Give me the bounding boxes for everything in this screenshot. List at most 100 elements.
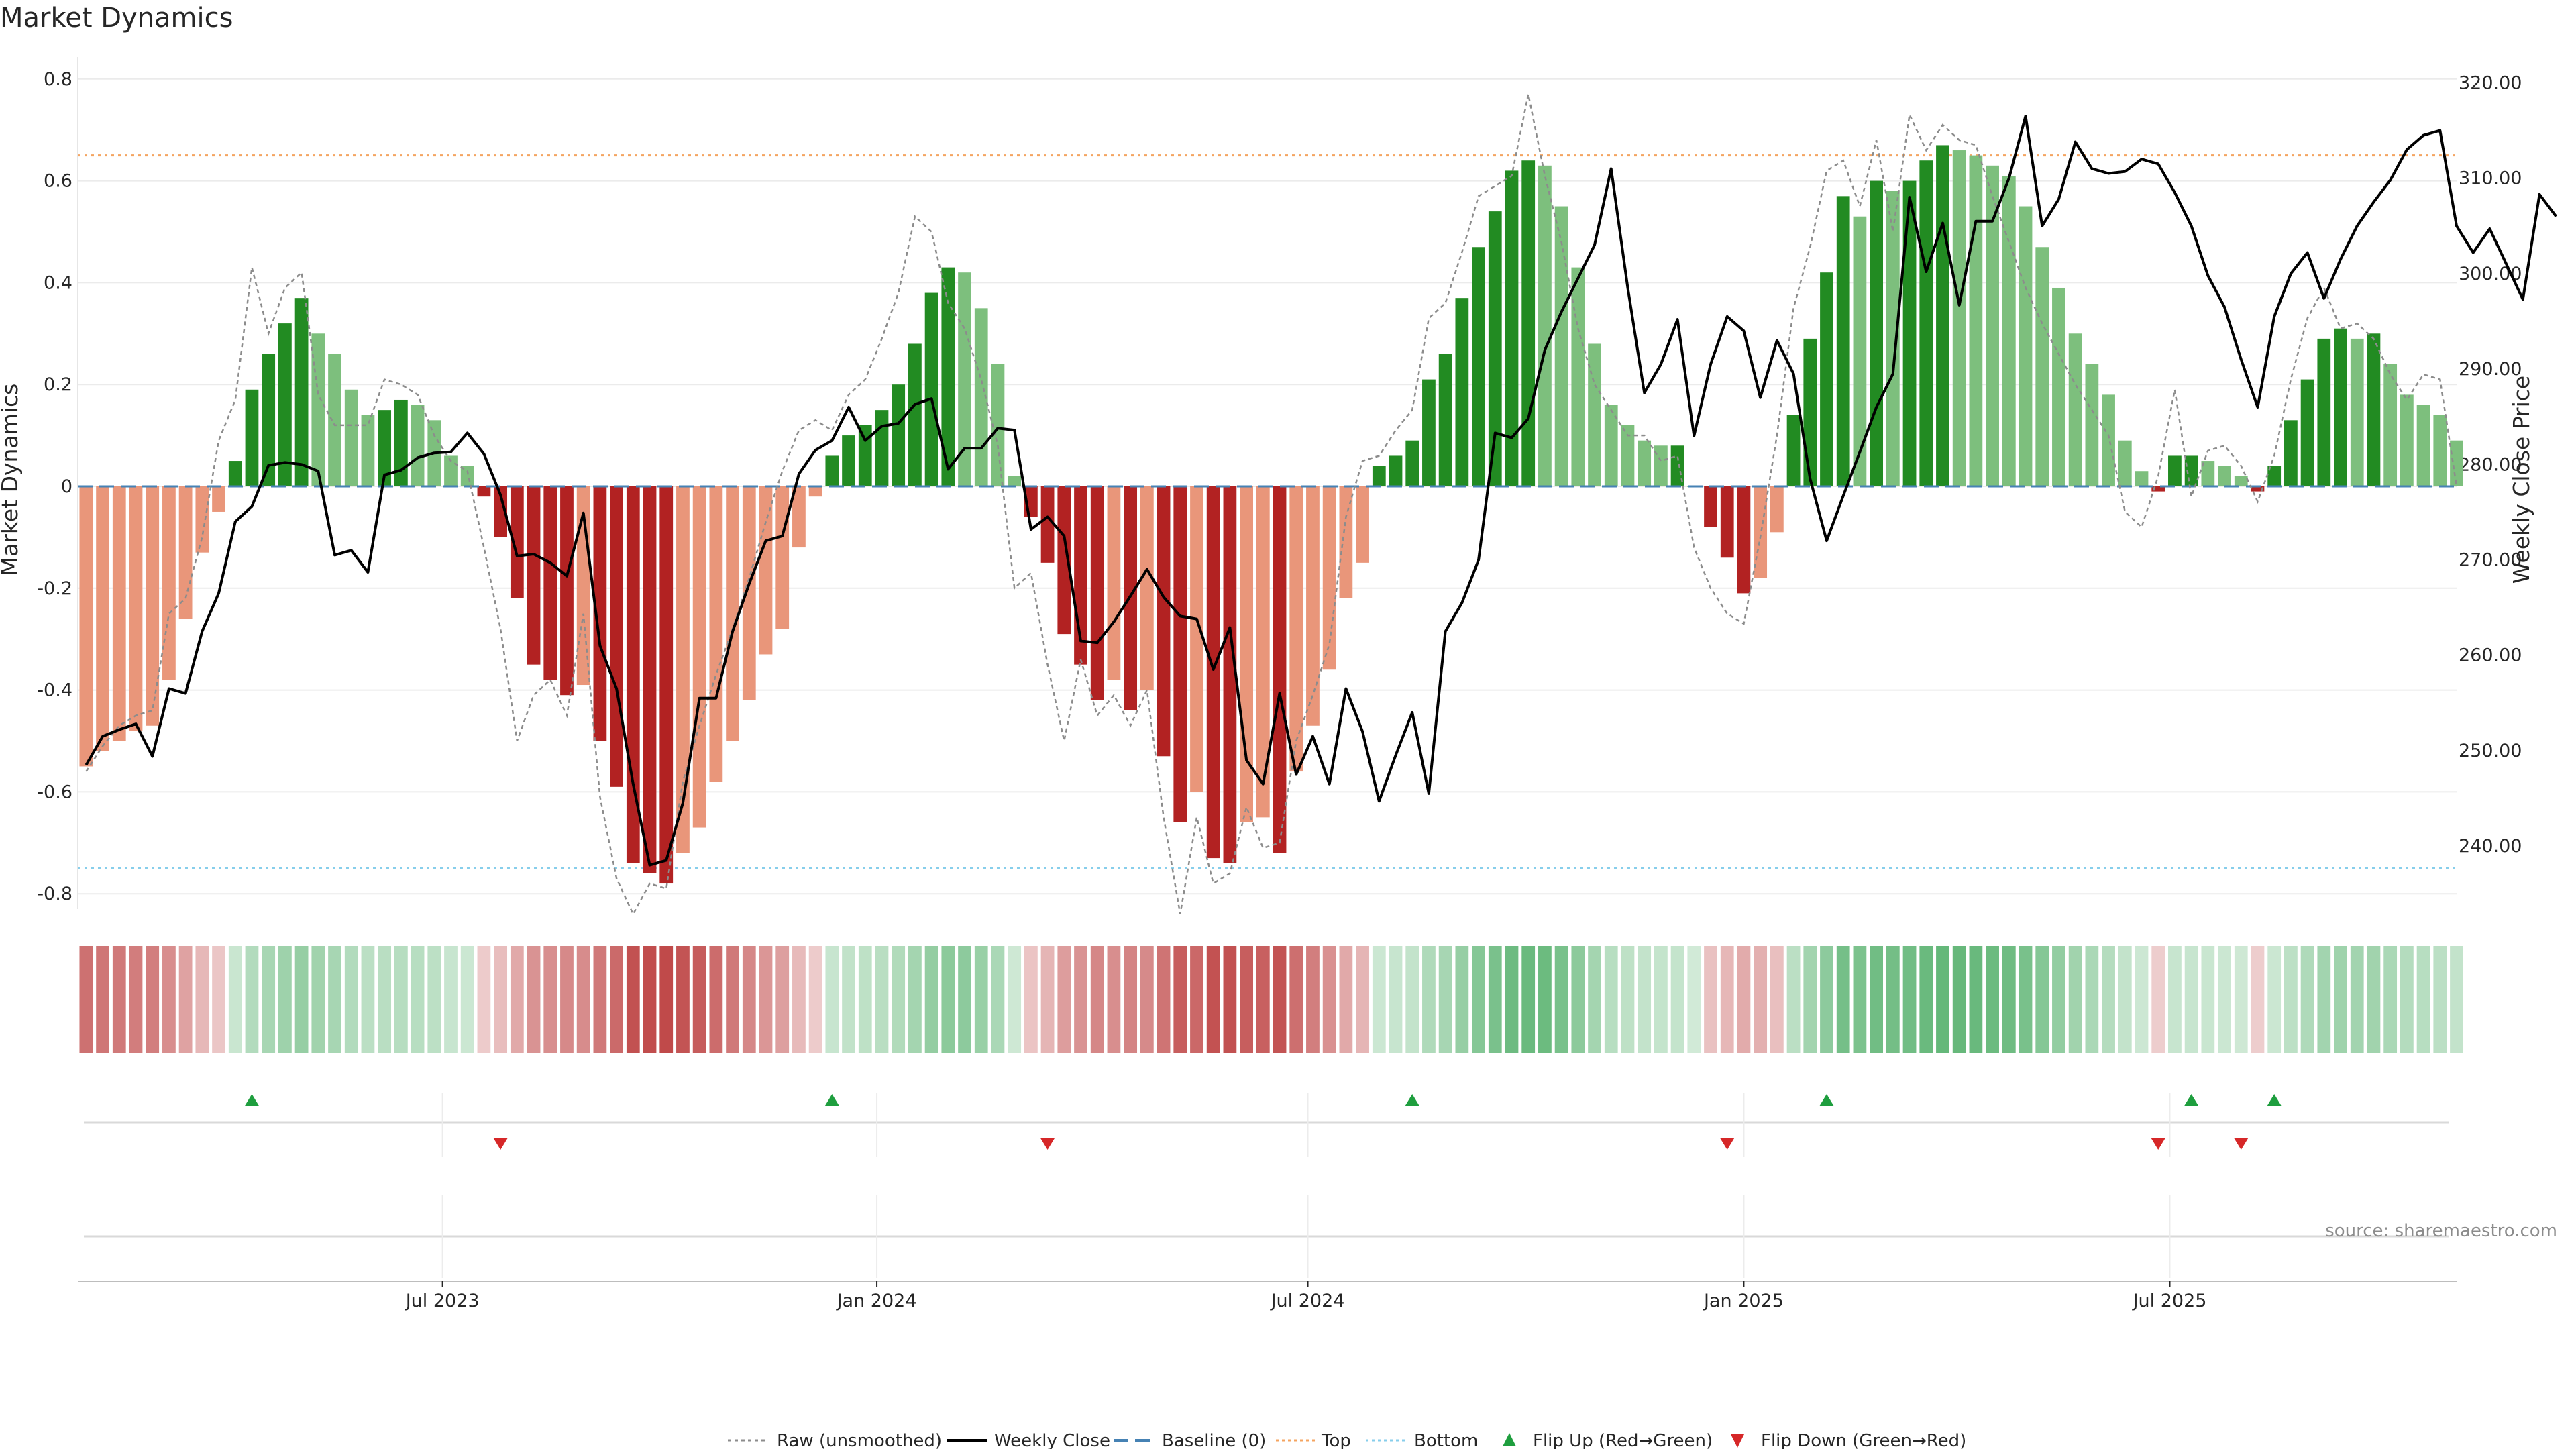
left-tick-label: -0.4: [37, 680, 72, 701]
legend-flip-up-marker: [1503, 1433, 1516, 1446]
heat-strip-cell: [1240, 946, 1253, 1053]
legend-raw: Raw (unsmoothed): [777, 1431, 942, 1449]
heat-strip-cell: [2201, 946, 2215, 1053]
heat-strip-cell: [792, 946, 806, 1053]
heat-strip-cell: [808, 946, 822, 1053]
dynamics-bar: [378, 410, 392, 486]
dynamics-bar: [510, 486, 524, 598]
dynamics-bar: [1206, 486, 1220, 859]
heat-strip-cell: [2400, 946, 2414, 1053]
dynamics-bar: [1008, 476, 1022, 486]
flip-up-marker: [244, 1094, 260, 1106]
dynamics-bar: [1571, 267, 1585, 486]
heat-strip-cell: [1754, 946, 1768, 1053]
heat-strip-cell: [394, 946, 408, 1053]
x-tick-label: Jan 2024: [836, 1291, 917, 1311]
heat-strip-cell: [2416, 946, 2430, 1053]
dynamics-bar: [1720, 486, 1734, 558]
heat-strip-cell: [2102, 946, 2115, 1053]
heat-strip-cell: [1836, 946, 1850, 1053]
heat-strip-cell: [924, 946, 938, 1053]
heat-strip-cell: [1223, 946, 1237, 1053]
heat-strip-cell: [1107, 946, 1121, 1053]
heat-strip-cell: [974, 946, 988, 1053]
dynamics-bar: [1306, 486, 1320, 726]
heat-strip-cell: [659, 946, 674, 1053]
heat-strip-cell: [1737, 946, 1751, 1053]
heat-strip-cell: [2218, 946, 2231, 1053]
dynamics-bar: [262, 354, 276, 486]
heat-strip-cell: [1140, 946, 1154, 1053]
heat-strip-cell: [1190, 946, 1203, 1053]
heat-strip-cell: [112, 946, 126, 1053]
right-tick-label: 280.00: [2459, 454, 2522, 475]
heat-strip-cell: [228, 946, 242, 1053]
dynamics-bar: [1538, 165, 1552, 486]
heat-strip-cell: [1472, 946, 1485, 1053]
flip-up-marker: [1405, 1094, 1420, 1106]
dynamics-bar: [1190, 486, 1203, 792]
dynamics-bar: [2135, 471, 2149, 486]
left-tick-label: -0.6: [37, 782, 72, 802]
dynamics-bar: [477, 486, 491, 497]
dynamics-bar: [294, 298, 309, 486]
heat-strip-cell: [1870, 946, 1884, 1053]
heat-strip-cell: [1521, 946, 1536, 1053]
heat-strip-cell: [692, 946, 706, 1053]
heat-strip-cell: [1638, 946, 1652, 1053]
dynamics-bar: [1372, 466, 1386, 486]
dynamics-bar: [659, 486, 674, 884]
heat-strip-cell: [1654, 946, 1668, 1053]
heat-strip-cell: [2284, 946, 2298, 1053]
x-tick-label: Jul 2023: [405, 1291, 480, 1311]
dynamics-bar: [1389, 455, 1403, 486]
heat-strip-cell: [1720, 946, 1734, 1053]
heat-strip-cell: [825, 946, 839, 1053]
heat-strip-cell: [610, 946, 623, 1053]
dynamics-bar: [129, 486, 143, 731]
dynamics-bar: [2019, 206, 2033, 486]
dynamics-bar: [2350, 338, 2364, 486]
right-tick-label: 270.00: [2459, 550, 2522, 571]
heat-strip-cell: [411, 946, 425, 1053]
dynamics-bar: [1256, 486, 1270, 818]
heat-strip-cell: [1853, 946, 1867, 1053]
dynamics-bar: [2102, 394, 2115, 486]
left-tick-label: -0.2: [37, 578, 72, 599]
dynamics-bar: [2035, 247, 2049, 486]
dynamics-bar: [1107, 486, 1121, 680]
heat-strip-cell: [1455, 946, 1469, 1053]
dynamics-bar: [162, 486, 176, 680]
heat-strip-cell: [958, 946, 971, 1053]
dynamics-bar: [759, 486, 773, 655]
dynamics-bar: [2168, 455, 2182, 486]
dynamics-bar: [2367, 333, 2381, 486]
heat-strip-cell: [2350, 946, 2364, 1053]
heat-strip-cell: [892, 946, 906, 1053]
dynamics-bar: [2300, 379, 2314, 486]
heat-strip-cell: [2068, 946, 2082, 1053]
dynamics-bar: [892, 384, 906, 486]
dynamics-bar: [245, 389, 259, 486]
dynamics-bar: [1455, 298, 1469, 486]
dynamics-bar: [1356, 486, 1369, 563]
heat-strip-cell: [2085, 946, 2099, 1053]
dynamics-bar: [178, 486, 193, 619]
heat-strip-cell: [1670, 946, 1684, 1053]
dynamics-bar: [2052, 287, 2065, 486]
dynamics-bar: [1604, 405, 1618, 486]
heat-strip-cell: [2019, 946, 2033, 1053]
heat-strip-cell: [527, 946, 541, 1053]
heat-strip-cell: [1902, 946, 1917, 1053]
heat-strip-cell: [1040, 946, 1055, 1053]
dynamics-bar: [742, 486, 756, 700]
dynamics-bar: [1289, 486, 1303, 772]
heat-strip-cell: [195, 946, 209, 1053]
heat-strip-cell: [709, 946, 723, 1053]
dynamics-bar: [991, 364, 1005, 486]
heat-strip-cell: [1124, 946, 1138, 1053]
heat-strip-cell: [1604, 946, 1618, 1053]
dynamics-bar: [1422, 379, 1436, 486]
dynamics-bar: [1140, 486, 1154, 690]
dynamics-bar: [2433, 415, 2447, 486]
